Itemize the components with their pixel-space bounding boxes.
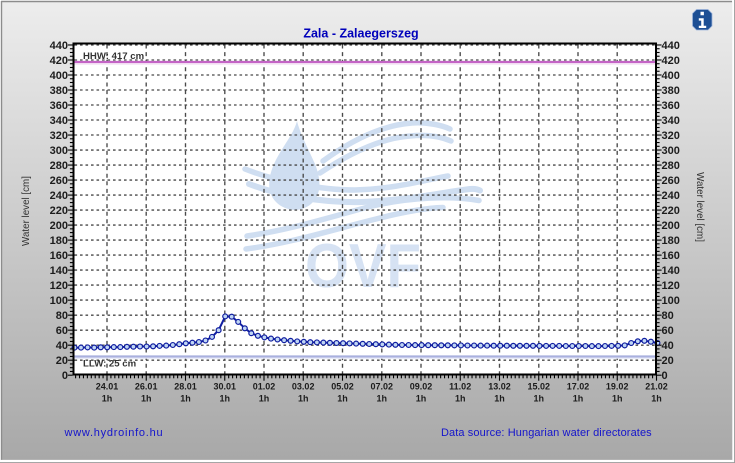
svg-text:1h: 1h xyxy=(298,394,309,404)
svg-text:19.02: 19.02 xyxy=(606,382,629,392)
svg-text:340: 340 xyxy=(50,115,68,127)
svg-text:11.02: 11.02 xyxy=(449,382,471,392)
svg-text:1h: 1h xyxy=(141,394,152,404)
svg-text:1h: 1h xyxy=(259,394,270,404)
svg-text:100: 100 xyxy=(662,295,680,307)
svg-text:60: 60 xyxy=(56,325,68,337)
svg-text:260: 260 xyxy=(50,175,68,187)
svg-text:0: 0 xyxy=(662,370,668,382)
svg-text:60: 60 xyxy=(662,325,674,337)
svg-text:Water level [cm]: Water level [cm] xyxy=(694,172,705,242)
svg-text:1h: 1h xyxy=(180,394,191,404)
svg-text:300: 300 xyxy=(50,145,68,157)
svg-text:1h: 1h xyxy=(612,394,623,404)
svg-text:100: 100 xyxy=(50,295,68,307)
svg-text:80: 80 xyxy=(56,310,68,322)
svg-text:360: 360 xyxy=(662,100,680,112)
svg-text:20: 20 xyxy=(662,355,674,367)
svg-text:160: 160 xyxy=(662,250,680,262)
svg-text:17.02: 17.02 xyxy=(567,382,590,392)
svg-text:1h: 1h xyxy=(220,394,231,404)
svg-text:320: 320 xyxy=(50,130,68,142)
svg-text:1h: 1h xyxy=(534,394,545,404)
svg-text:380: 380 xyxy=(50,85,68,97)
svg-text:21.02: 21.02 xyxy=(645,382,668,392)
svg-text:320: 320 xyxy=(662,130,680,142)
svg-text:160: 160 xyxy=(50,250,68,262)
svg-text:01.02: 01.02 xyxy=(253,382,276,392)
svg-text:13.02: 13.02 xyxy=(488,382,511,392)
svg-text:200: 200 xyxy=(662,220,680,232)
svg-text:120: 120 xyxy=(662,280,680,292)
svg-text:1h: 1h xyxy=(377,394,388,404)
svg-text:340: 340 xyxy=(662,115,680,127)
svg-text:440: 440 xyxy=(50,40,68,52)
svg-text:www.hydroinfo.hu: www.hydroinfo.hu xyxy=(64,427,164,439)
svg-text:24.01: 24.01 xyxy=(96,382,119,392)
svg-text:30.01: 30.01 xyxy=(214,382,237,392)
svg-text:40: 40 xyxy=(662,340,674,352)
svg-text:140: 140 xyxy=(662,265,680,277)
svg-text:440: 440 xyxy=(662,40,680,52)
svg-text:Water level [cm]: Water level [cm] xyxy=(21,176,32,246)
svg-text:420: 420 xyxy=(662,55,680,67)
svg-text:03.02: 03.02 xyxy=(292,382,315,392)
svg-text:1h: 1h xyxy=(102,394,113,404)
svg-text:LLW: 25 cm: LLW: 25 cm xyxy=(83,359,136,370)
svg-text:1h: 1h xyxy=(651,394,662,404)
svg-text:380: 380 xyxy=(662,85,680,97)
svg-text:280: 280 xyxy=(50,160,68,172)
svg-text:1h: 1h xyxy=(494,394,505,404)
svg-text:15.02: 15.02 xyxy=(528,382,551,392)
svg-text:HHW: 417 cm: HHW: 417 cm xyxy=(83,51,144,62)
svg-text:240: 240 xyxy=(50,190,68,202)
svg-text:180: 180 xyxy=(662,235,680,247)
svg-text:220: 220 xyxy=(50,205,68,217)
svg-text:40: 40 xyxy=(56,340,68,352)
svg-text:200: 200 xyxy=(50,220,68,232)
svg-text:220: 220 xyxy=(662,205,680,217)
svg-text:Data source: Hungarian water d: Data source: Hungarian water directorate… xyxy=(441,427,652,439)
svg-text:140: 140 xyxy=(50,265,68,277)
svg-text:180: 180 xyxy=(50,235,68,247)
svg-text:280: 280 xyxy=(662,160,680,172)
svg-text:05.02: 05.02 xyxy=(331,382,354,392)
svg-text:1h: 1h xyxy=(455,394,466,404)
svg-text:400: 400 xyxy=(50,70,68,82)
svg-text:26.01: 26.01 xyxy=(135,382,158,392)
svg-text:120: 120 xyxy=(50,280,68,292)
svg-text:0: 0 xyxy=(62,370,68,382)
svg-text:420: 420 xyxy=(50,55,68,67)
svg-text:09.02: 09.02 xyxy=(410,382,433,392)
svg-text:260: 260 xyxy=(662,175,680,187)
svg-text:80: 80 xyxy=(662,310,674,322)
svg-text:28.01: 28.01 xyxy=(174,382,197,392)
svg-text:300: 300 xyxy=(662,145,680,157)
svg-text:400: 400 xyxy=(662,70,680,82)
svg-text:1h: 1h xyxy=(416,394,427,404)
svg-text:Zala - Zalaegerszeg: Zala - Zalaegerszeg xyxy=(303,27,418,41)
svg-text:1h: 1h xyxy=(573,394,584,404)
svg-text:1h: 1h xyxy=(337,394,348,404)
svg-text:07.02: 07.02 xyxy=(371,382,394,392)
svg-text:20: 20 xyxy=(56,355,68,367)
svg-text:360: 360 xyxy=(50,100,68,112)
svg-text:OVF: OVF xyxy=(305,232,421,301)
svg-text:240: 240 xyxy=(662,190,680,202)
